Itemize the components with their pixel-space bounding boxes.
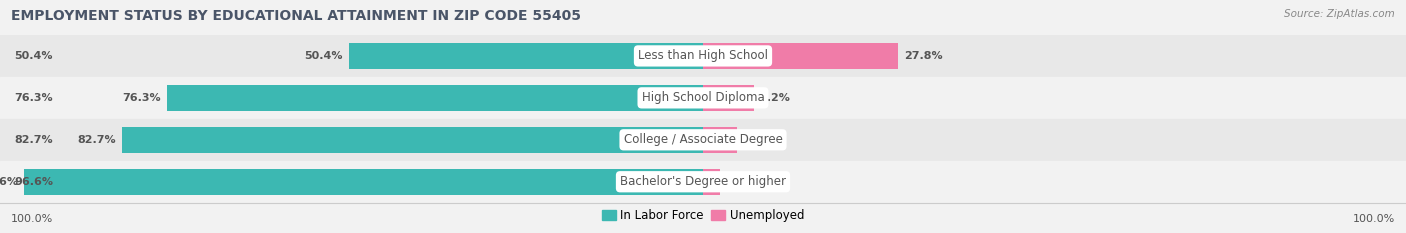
Text: 50.4%: 50.4% [14, 51, 52, 61]
Legend: In Labor Force, Unemployed: In Labor Force, Unemployed [598, 205, 808, 227]
Text: 76.3%: 76.3% [14, 93, 52, 103]
Bar [703, 169, 720, 195]
Text: High School Diploma: High School Diploma [641, 91, 765, 104]
Text: 2.4%: 2.4% [725, 177, 756, 187]
Bar [0, 35, 1406, 77]
Text: 96.6%: 96.6% [0, 177, 18, 187]
Text: 82.7%: 82.7% [14, 135, 52, 145]
Bar [0, 119, 1406, 161]
Text: EMPLOYMENT STATUS BY EDUCATIONAL ATTAINMENT IN ZIP CODE 55405: EMPLOYMENT STATUS BY EDUCATIONAL ATTAINM… [11, 9, 581, 23]
Text: 27.8%: 27.8% [904, 51, 942, 61]
Bar [703, 43, 898, 69]
Text: 7.2%: 7.2% [759, 93, 790, 103]
Text: College / Associate Degree: College / Associate Degree [624, 133, 782, 146]
Text: 96.6%: 96.6% [14, 177, 53, 187]
Bar [703, 85, 754, 111]
Text: 4.8%: 4.8% [742, 135, 773, 145]
Text: 100.0%: 100.0% [11, 214, 53, 224]
Text: Source: ZipAtlas.com: Source: ZipAtlas.com [1284, 9, 1395, 19]
Text: 100.0%: 100.0% [1353, 214, 1395, 224]
Text: 76.3%: 76.3% [122, 93, 160, 103]
Bar [703, 127, 737, 153]
Text: Less than High School: Less than High School [638, 49, 768, 62]
Bar [0, 77, 1406, 119]
Text: Bachelor's Degree or higher: Bachelor's Degree or higher [620, 175, 786, 188]
Bar [0, 161, 1406, 203]
Bar [121, 127, 703, 153]
Text: 50.4%: 50.4% [305, 51, 343, 61]
Bar [166, 85, 703, 111]
Bar [349, 43, 703, 69]
Text: 82.7%: 82.7% [77, 135, 115, 145]
Bar [24, 169, 703, 195]
